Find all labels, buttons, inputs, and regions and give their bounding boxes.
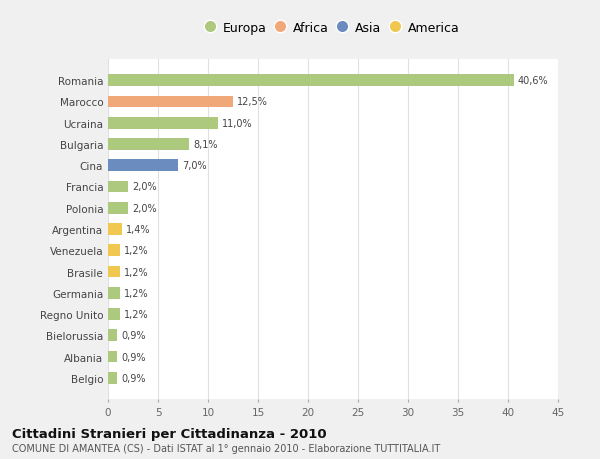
Text: 12,5%: 12,5% <box>237 97 268 107</box>
Bar <box>108 351 117 363</box>
Text: Cittadini Stranieri per Cittadinanza - 2010: Cittadini Stranieri per Cittadinanza - 2… <box>12 427 326 440</box>
Bar <box>108 160 178 172</box>
Text: 1,2%: 1,2% <box>124 267 149 277</box>
Bar <box>108 372 117 384</box>
Text: 1,2%: 1,2% <box>124 246 149 256</box>
Text: 0,9%: 0,9% <box>121 352 146 362</box>
Text: 40,6%: 40,6% <box>518 76 548 86</box>
Bar <box>108 245 120 257</box>
Text: 2,0%: 2,0% <box>132 203 157 213</box>
Bar <box>108 308 120 320</box>
Bar <box>108 287 120 299</box>
Bar <box>108 330 117 341</box>
Text: 8,1%: 8,1% <box>193 140 218 150</box>
Bar <box>108 118 218 129</box>
Bar <box>108 266 120 278</box>
Bar <box>108 139 189 151</box>
Text: 1,2%: 1,2% <box>124 309 149 319</box>
Text: 7,0%: 7,0% <box>182 161 206 171</box>
Legend: Europa, Africa, Asia, America: Europa, Africa, Asia, America <box>203 18 463 39</box>
Text: 0,9%: 0,9% <box>121 330 146 341</box>
Text: 0,9%: 0,9% <box>121 373 146 383</box>
Text: 1,2%: 1,2% <box>124 288 149 298</box>
Bar <box>108 181 128 193</box>
Text: 1,4%: 1,4% <box>126 224 151 235</box>
Bar <box>108 75 514 87</box>
Text: COMUNE DI AMANTEA (CS) - Dati ISTAT al 1° gennaio 2010 - Elaborazione TUTTITALIA: COMUNE DI AMANTEA (CS) - Dati ISTAT al 1… <box>12 443 440 453</box>
Bar <box>108 224 122 235</box>
Bar <box>108 202 128 214</box>
Text: 2,0%: 2,0% <box>132 182 157 192</box>
Text: 11,0%: 11,0% <box>222 118 253 129</box>
Bar <box>108 96 233 108</box>
